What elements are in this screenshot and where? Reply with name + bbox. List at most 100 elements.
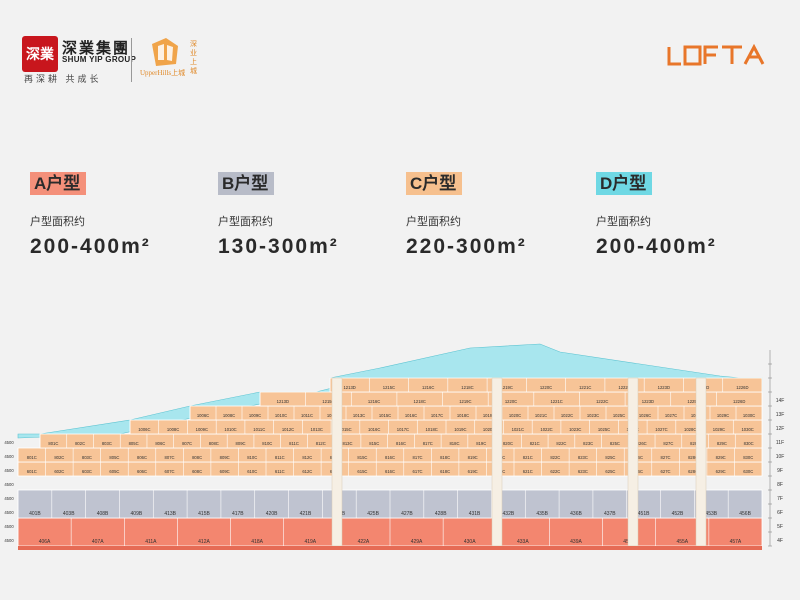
unit-label: 627C bbox=[661, 469, 671, 474]
floor-level-label: 6F bbox=[777, 510, 783, 516]
unit-label: 412A bbox=[198, 539, 210, 545]
type-c-area: 220-300m² bbox=[406, 235, 527, 258]
unit-label: 622C bbox=[550, 469, 560, 474]
unit-label: 1015C bbox=[379, 413, 391, 418]
unit-label: 809C bbox=[220, 455, 230, 460]
type-a-block: A户型 户型面积约 200-400m² bbox=[30, 172, 151, 259]
unit-label: 1219C bbox=[459, 399, 471, 404]
unit-label: 429A bbox=[411, 539, 423, 545]
unit-label: 430A bbox=[464, 539, 476, 545]
core-4 bbox=[695, 377, 707, 547]
core-1 bbox=[331, 377, 343, 547]
unit-label: 805C bbox=[109, 455, 119, 460]
unit-label: 1030C bbox=[741, 427, 753, 432]
unit-label: 1015C bbox=[339, 427, 351, 432]
unit-label: 1223D bbox=[642, 399, 654, 404]
logo-divider bbox=[131, 38, 132, 82]
floor-level-label: 7F bbox=[777, 496, 783, 502]
unit-label: 802C bbox=[54, 455, 64, 460]
unit-label: 816C bbox=[396, 441, 406, 446]
unit-label: 817C bbox=[423, 441, 433, 446]
left-elevation-label: 4500 bbox=[4, 468, 14, 473]
unit-label: 818C bbox=[449, 441, 459, 446]
unit-label: 1010C bbox=[224, 427, 236, 432]
unit-label: 619C bbox=[468, 469, 478, 474]
unit-label: 455A bbox=[676, 539, 688, 545]
unit-label: 431B bbox=[469, 511, 481, 517]
unit-label: 806C bbox=[155, 441, 165, 446]
header: 深業 深業集團 SHUM YIP GROUP 再深耕 共成长 UpperHill… bbox=[0, 0, 800, 110]
unit-label: 1008C bbox=[223, 413, 235, 418]
unit-label: 803C bbox=[102, 441, 112, 446]
unit-label: 829C bbox=[717, 441, 727, 446]
unit-label: 612C bbox=[302, 469, 312, 474]
unit-label: 825C bbox=[610, 441, 620, 446]
unit-label: 609C bbox=[220, 469, 230, 474]
unit-label: 419A bbox=[304, 539, 316, 545]
unit-label: 802C bbox=[75, 441, 85, 446]
unit-label: 1029C bbox=[713, 427, 725, 432]
unit-label: 1017C bbox=[397, 427, 409, 432]
unit-label: 818C bbox=[440, 455, 450, 460]
unit-label: 1008C bbox=[167, 427, 179, 432]
unit-label: 806C bbox=[137, 455, 147, 460]
type-c-block: C户型 户型面积约 220-300m² bbox=[406, 172, 527, 259]
unit-label: 1009C bbox=[249, 413, 261, 418]
unit-label: 1017C bbox=[431, 413, 443, 418]
unit-label: 409B bbox=[131, 511, 143, 517]
unit-label: 451B bbox=[638, 511, 650, 517]
unit-label: 1220C bbox=[505, 399, 517, 404]
unit-label: 810C bbox=[262, 441, 272, 446]
unit-label: 601C bbox=[27, 469, 37, 474]
left-elevation-label: 4500 bbox=[4, 538, 14, 543]
unit-label: 807C bbox=[182, 441, 192, 446]
unit-label: 811C bbox=[275, 455, 285, 460]
floor-level-label: 12F bbox=[776, 426, 785, 432]
unit-label: 403B bbox=[63, 511, 75, 517]
unit-label: 1025C bbox=[598, 427, 610, 432]
unit-label: 1225D bbox=[687, 399, 699, 404]
unit-label: 607C bbox=[165, 469, 175, 474]
type-d-area: 200-400m² bbox=[596, 235, 717, 258]
unit-label: 821C bbox=[530, 441, 540, 446]
unit-label: 808C bbox=[192, 455, 202, 460]
unit-label: 452B bbox=[672, 511, 684, 517]
unit-label: 456B bbox=[739, 511, 751, 517]
left-elevation-label: 4500 bbox=[4, 496, 14, 501]
unit-label: 611C bbox=[275, 469, 285, 474]
unit-label: 1025C bbox=[613, 413, 625, 418]
unit-label: 1022C bbox=[561, 413, 573, 418]
unit-label: 603C bbox=[82, 469, 92, 474]
unit-label: 1010C bbox=[275, 413, 287, 418]
unit-label: 1219C bbox=[501, 385, 513, 390]
unit-label: 432B bbox=[503, 511, 515, 517]
unit-label: 1028C bbox=[684, 427, 696, 432]
type-a-label: 户型面积约 bbox=[30, 216, 85, 228]
lofta-logo-icon bbox=[667, 44, 765, 66]
unit-label: 1218C bbox=[461, 385, 473, 390]
unit-label: 1030C bbox=[743, 413, 755, 418]
unit-label: 625C bbox=[605, 469, 615, 474]
unit-label: 618C bbox=[440, 469, 450, 474]
unit-label: 427B bbox=[401, 511, 413, 517]
unit-label: 1215C bbox=[383, 385, 395, 390]
unit-label: 457A bbox=[730, 539, 742, 545]
unit-label: 1213D bbox=[343, 385, 355, 390]
upperhills-name: UpperHills上城 bbox=[140, 69, 186, 77]
unit-label: 421B bbox=[300, 511, 312, 517]
unit-label: 606C bbox=[137, 469, 147, 474]
unit-label: 1013C bbox=[353, 413, 365, 418]
type-a-area: 200-400m² bbox=[30, 235, 151, 258]
floor-level-label: 5F bbox=[777, 524, 783, 530]
unit-label: 420B bbox=[266, 511, 278, 517]
unit-label: 801C bbox=[27, 455, 37, 460]
unit-label: 1013C bbox=[311, 427, 323, 432]
unit-label: 1018C bbox=[425, 427, 437, 432]
unit-label: 1012C bbox=[282, 427, 294, 432]
roof-top-zone bbox=[329, 343, 763, 381]
type-b-badge: B户型 bbox=[218, 172, 275, 195]
unit-label: 1218C bbox=[414, 399, 426, 404]
unit-label: 630C bbox=[743, 469, 753, 474]
floor-level-label: 4F bbox=[777, 538, 783, 544]
unit-label: 822C bbox=[556, 441, 566, 446]
